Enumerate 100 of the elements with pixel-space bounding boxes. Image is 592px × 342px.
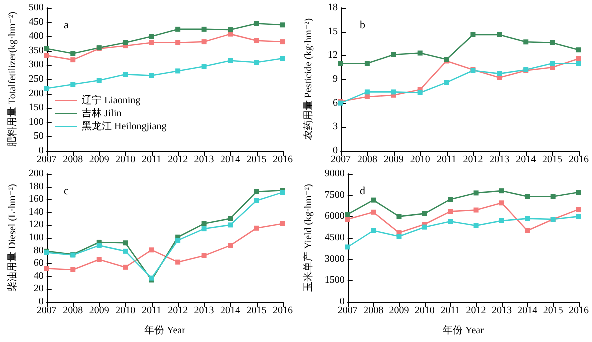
point [499,188,504,194]
point [70,51,76,56]
y-tick-label: 140 [28,206,44,218]
y-tick-label: 350 [28,45,44,56]
point [497,71,502,76]
x-tick-label: 2011 [436,154,457,166]
legend-label: 黑龙江 Heilongjiang [82,120,167,132]
y-tick-label: 9 [333,74,338,85]
point [396,214,402,220]
x-tick-label: 2009 [89,306,110,316]
point [228,32,234,37]
point [280,56,286,62]
y-tick-label: 0 [38,146,44,156]
x-tick-label: 2013 [194,154,214,166]
y-tick-label: 160 [28,194,44,206]
point [149,73,154,78]
point [149,34,154,40]
legend-label: 辽宁 Liaoning [82,94,141,106]
point [525,216,530,222]
x-tick-label: 2007 [36,306,57,316]
x-tick-label: 2015 [542,154,563,166]
x-tick-label: 2011 [142,306,162,316]
point [202,64,207,70]
point [44,46,50,52]
y-tick-label: 18 [328,2,338,14]
x-tick-label: 2016 [569,154,589,166]
x-tick-label: 2013 [194,306,214,316]
point [576,56,582,62]
point [70,82,76,88]
point [96,78,102,84]
y-tick-label: 15 [328,26,338,38]
point [444,80,450,86]
x-axis-title: 年份 Year [144,324,186,336]
y-tick-label: 100 [28,116,44,128]
x-tick-label: 2015 [246,306,267,316]
point [576,207,582,212]
legend-label: 吉林 Jilin [82,108,122,120]
point [202,40,207,45]
x-tick-label: 2012 [463,154,484,166]
y-tick-label: 200 [28,88,44,100]
point [280,22,286,28]
y-tick-label: 150 [28,102,44,114]
point [149,248,154,253]
x-tick-label: 2015 [246,154,267,166]
point [254,189,260,194]
point [497,32,502,38]
point [44,86,50,92]
y-tick-label: 3000 [324,254,345,265]
point [525,228,530,234]
x-tick-label: 2009 [384,154,404,166]
point [96,243,102,248]
point [371,228,376,234]
y-tick-label: 1500 [324,275,345,286]
x-tick-label: 2009 [89,154,110,166]
point [474,208,479,213]
point [448,197,454,202]
point [254,21,260,26]
y-tick-label: 3 [333,122,338,133]
x-tick-label: 2008 [364,306,384,316]
x-tick-label: 2011 [440,306,460,316]
point [422,211,428,216]
point [70,58,76,63]
point [176,26,181,32]
x-tick-label: 2013 [490,154,510,166]
y-tick-label: 200 [28,168,44,180]
point [280,40,286,45]
point [176,238,181,244]
point [254,60,260,66]
y-tick-label: 12 [328,50,338,62]
point [176,68,181,74]
point [202,253,207,258]
point [345,212,350,218]
annotation: d [360,186,366,198]
point [576,214,582,220]
y-tick-label: 6 [333,98,338,109]
annotation: a [64,20,69,32]
point [345,244,350,250]
point [550,61,556,66]
point [176,40,181,46]
point [149,40,154,46]
point [418,90,423,96]
x-tick-label: 2014 [516,154,536,166]
point [202,226,207,232]
y-tick-label: 450 [28,16,44,28]
x-tick-label: 2007 [338,306,358,316]
point [123,264,128,270]
point [228,28,234,33]
y-axis-title: 肥料用量 Totalfetilizer(kg·hm⁻²) [6,12,18,148]
point [396,234,402,240]
point [202,26,207,32]
point [364,90,370,95]
point [70,268,76,272]
y-tick-label: 400 [28,31,44,42]
y-tick-label: 9000 [324,168,345,180]
y-tick-label: 250 [28,74,44,85]
point [576,190,582,195]
x-tick-label: 2007 [36,154,57,166]
point [228,58,234,64]
x-tick-label: 2012 [168,154,188,166]
y-axis-title: 玉米单产 Yield (kg·hm⁻²) [302,184,314,292]
